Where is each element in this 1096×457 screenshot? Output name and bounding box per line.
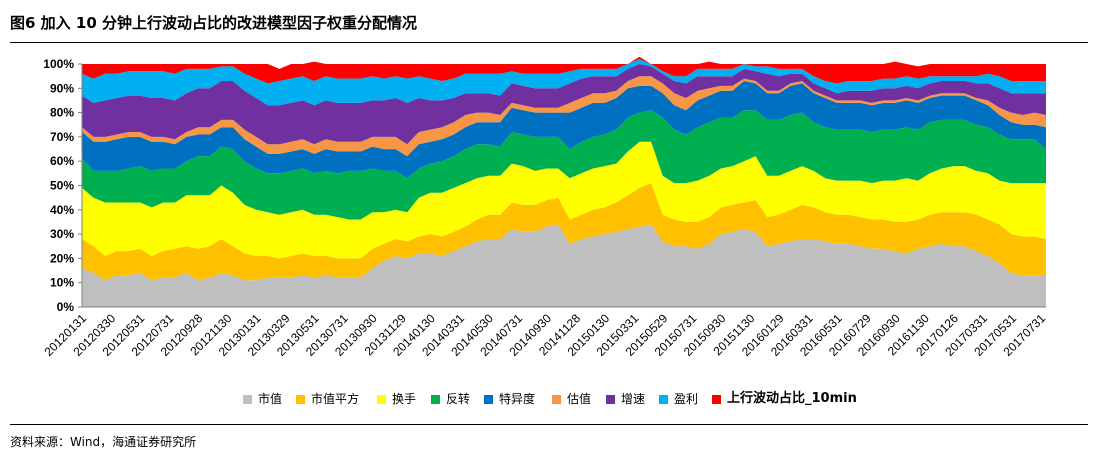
y-tick-label: 70% [50, 130, 74, 144]
y-tick-label: 10% [50, 276, 74, 290]
legend: 市值 市值平方 换手 反转 特异度 估值 增速 盈利 上行波动占比_10min [0, 391, 1096, 409]
legend-swatch [296, 394, 305, 404]
legend-item: 反转 [431, 391, 470, 407]
area-series-6 [82, 64, 1046, 145]
legend-item: 上行波动占比_10min [712, 391, 857, 407]
legend-item: 盈利 [659, 391, 698, 407]
legend-label: 盈利 [674, 392, 699, 406]
legend-label: 反转 [446, 392, 471, 406]
y-tick-label: 0% [57, 300, 75, 314]
legend-item: 特异度 [484, 391, 535, 407]
y-tick-label: 50% [50, 179, 74, 193]
legend-label: 增速 [621, 392, 646, 406]
legend-swatch [659, 394, 668, 404]
chart-title: 图6 加入 10 分钟上行波动占比的改进模型因子权重分配情况 [10, 14, 417, 32]
legend-label: 上行波动占比_10min [727, 391, 857, 406]
legend-label: 估值 [567, 392, 592, 406]
y-tick-label: 90% [50, 81, 74, 95]
legend-label: 市值平方 [311, 392, 360, 406]
legend-item: 市值 [243, 391, 282, 407]
legend-swatch [552, 394, 561, 404]
legend-swatch [606, 394, 615, 404]
footer-divider [10, 424, 1088, 425]
area-series-8 [82, 56, 1046, 84]
legend-swatch [484, 394, 493, 404]
y-tick-label: 40% [50, 203, 74, 217]
area-series-0 [82, 224, 1046, 307]
y-tick-label: 20% [50, 251, 74, 265]
area-series-3 [82, 110, 1046, 220]
legend-swatch [377, 394, 386, 404]
area-series-2 [82, 141, 1046, 259]
source-note: 资料来源：Wind，海通证券研究所 [10, 435, 197, 449]
legend-swatch [712, 394, 721, 404]
y-tick-label: 100% [43, 57, 74, 71]
y-tick-label: 80% [50, 106, 74, 120]
y-tick-label: 60% [50, 154, 74, 168]
legend-label: 特异度 [499, 392, 536, 406]
legend-item: 增速 [606, 391, 645, 407]
legend-item: 换手 [377, 391, 416, 407]
legend-swatch [431, 394, 440, 404]
y-tick-label: 30% [50, 227, 74, 241]
legend-label: 市值 [258, 392, 283, 406]
legend-swatch [243, 394, 252, 404]
legend-label: 换手 [392, 392, 417, 406]
legend-item: 估值 [552, 391, 591, 407]
title-divider [10, 42, 1088, 43]
area-series-7 [82, 59, 1046, 106]
stacked-area-chart: 0%10%20%30%40%50%60%70%80%90%100%2012013… [41, 56, 1048, 359]
legend-item: 市值平方 [296, 391, 359, 407]
area-series-4 [82, 81, 1046, 179]
